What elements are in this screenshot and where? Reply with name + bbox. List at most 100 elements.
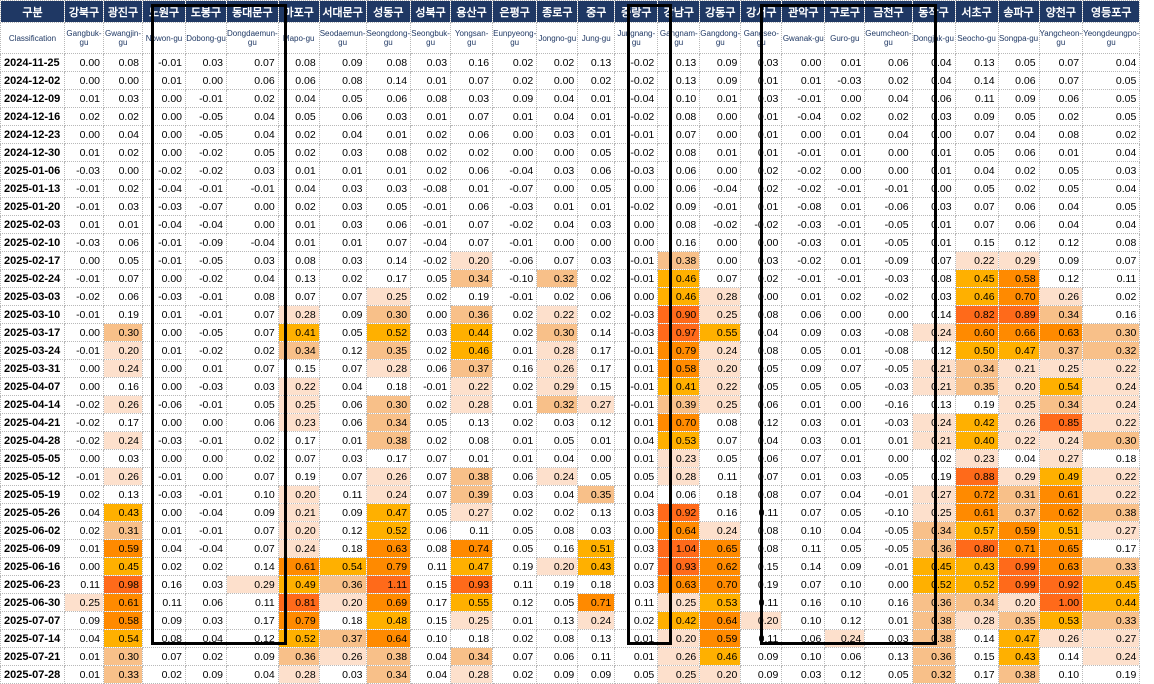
change-value-cell: 0.03 — [781, 413, 826, 432]
change-value-cell: 0.10 — [226, 485, 279, 504]
change-value-cell: 0.25 — [911, 503, 956, 522]
change-value-cell: 0.28 — [450, 665, 494, 684]
table-row: 2025-05-12 -0.01 0.26 -0.01 0.00 0.07 0.19 0.07… — [0, 467, 1141, 486]
change-value-cell: 0.19 — [740, 575, 783, 594]
change-value-cell: 0.12 — [577, 413, 616, 432]
change-value-cell: 0.64 — [699, 611, 742, 630]
change-value-cell: 0.06 — [657, 179, 701, 198]
change-value-cell: 0.09 — [142, 611, 186, 630]
change-value-cell: 0.07 — [365, 233, 412, 252]
table-row: 2025-02-17 0.00 0.05 -0.01 -0.05 0.03 0.08 0.03… — [0, 251, 1141, 270]
change-value-cell: 0.00 — [911, 179, 956, 198]
change-value-cell: 0.64 — [365, 629, 412, 648]
change-value-cell: 0.19 — [277, 467, 320, 486]
table-row: 2025-05-26 0.04 0.43 0.00 -0.04 0.09 0.21 0.09 0… — [0, 503, 1141, 522]
table-row: 2025-07-07 0.09 0.58 0.09 0.03 0.17 0.79 0.18 0.… — [0, 611, 1141, 630]
week-date-cell: 2025-07-28 — [0, 665, 65, 684]
table-row: 2025-02-10 -0.03 0.06 -0.01 -0.09 -0.04 0.01 0.… — [0, 233, 1141, 252]
change-value-cell: 0.72 — [954, 485, 999, 504]
change-value-cell: 0.02 — [536, 503, 579, 522]
week-date-cell: 2025-07-21 — [0, 647, 65, 666]
week-date-cell: 2025-06-23 — [0, 575, 65, 594]
change-value-cell: 0.01 — [365, 161, 412, 180]
change-value-cell: 0.02 — [911, 449, 956, 468]
change-value-cell: 0.03 — [614, 539, 659, 558]
change-value-cell: 0.03 — [781, 431, 826, 450]
change-value-cell: 0.06 — [997, 71, 1040, 90]
change-value-cell: 0.97 — [657, 323, 701, 342]
change-value-cell: 0.08 — [536, 521, 579, 540]
change-value-cell: 0.80 — [954, 539, 999, 558]
change-value-cell: 0.28 — [450, 395, 494, 414]
change-value-cell: 0.34 — [450, 647, 494, 666]
change-value-cell: 0.22 — [997, 431, 1040, 450]
change-value-cell: -0.02 — [740, 215, 783, 234]
header-district-kr: 양천구 — [1038, 0, 1084, 23]
change-value-cell: 0.69 — [365, 593, 412, 612]
change-value-cell: 0.09 — [740, 647, 783, 666]
change-value-cell: 0.01 — [492, 341, 538, 360]
change-value-cell: 0.08 — [277, 251, 320, 270]
header-district-en: Seongdong-gu — [365, 22, 412, 54]
change-value-cell: 0.14 — [954, 71, 999, 90]
change-value-cell: 0.05 — [536, 593, 579, 612]
change-value-cell: 0.24 — [1082, 647, 1141, 666]
change-value-cell: 0.02 — [142, 665, 186, 684]
change-value-cell: 0.03 — [410, 323, 452, 342]
change-value-cell: 0.07 — [450, 107, 494, 126]
change-value-cell: 0.08 — [740, 521, 783, 540]
change-value-cell: 0.03 — [185, 53, 227, 72]
change-value-cell: 0.08 — [365, 53, 412, 72]
change-value-cell: 0.04 — [1038, 197, 1084, 216]
change-value-cell: 0.06 — [450, 161, 494, 180]
change-value-cell: 0.51 — [1038, 521, 1084, 540]
change-value-cell: 0.39 — [450, 485, 494, 504]
change-value-cell: 0.18 — [365, 377, 412, 396]
change-value-cell: 0.45 — [911, 557, 956, 576]
change-value-cell: 0.03 — [318, 665, 367, 684]
change-value-cell: 0.03 — [185, 575, 227, 594]
change-value-cell: 0.06 — [997, 215, 1040, 234]
change-value-cell: 0.06 — [318, 395, 367, 414]
change-value-cell: 0.45 — [103, 557, 143, 576]
change-value-cell: 0.01 — [911, 215, 956, 234]
change-value-cell: 0.02 — [103, 143, 143, 162]
change-value-cell: 0.08 — [1082, 233, 1141, 252]
change-value-cell: 0.09 — [226, 503, 279, 522]
change-value-cell: -0.01 — [64, 269, 104, 288]
change-value-cell: 0.28 — [277, 305, 320, 324]
change-value-cell: -0.03 — [142, 197, 186, 216]
change-value-cell: 0.13 — [277, 269, 320, 288]
change-value-cell: 0.00 — [824, 89, 866, 108]
table-row: 2025-06-23 0.11 0.98 0.16 0.03 0.29 0.49 0.36 1.… — [0, 575, 1141, 594]
change-value-cell: 0.19 — [492, 557, 538, 576]
change-value-cell: 0.46 — [450, 341, 494, 360]
change-value-cell: 0.14 — [1038, 647, 1084, 666]
week-date-cell: 2025-06-09 — [0, 539, 65, 558]
change-value-cell: 0.59 — [997, 521, 1040, 540]
change-value-cell: -0.06 — [492, 251, 538, 270]
change-value-cell: 0.17 — [1082, 539, 1141, 558]
change-value-cell: 0.24 — [911, 323, 956, 342]
change-value-cell: 0.22 — [699, 377, 742, 396]
change-value-cell: 0.02 — [740, 179, 783, 198]
change-value-cell: 0.07 — [954, 215, 999, 234]
change-value-cell: 0.00 — [577, 449, 616, 468]
change-value-cell: 0.07 — [142, 647, 186, 666]
change-value-cell: 0.38 — [911, 629, 956, 648]
change-value-cell: 0.03 — [226, 377, 279, 396]
change-value-cell: 0.09 — [318, 503, 367, 522]
change-value-cell: 0.00 — [64, 53, 104, 72]
week-date-cell: 2024-12-16 — [0, 107, 65, 126]
change-value-cell: 0.00 — [492, 125, 538, 144]
change-value-cell: 0.12 — [1038, 269, 1084, 288]
table-row: 2025-05-19 0.02 0.13 -0.03 -0.01 0.10 0.20 0.11… — [0, 485, 1141, 504]
week-date-cell: 2025-01-06 — [0, 161, 65, 180]
change-value-cell: 0.07 — [226, 305, 279, 324]
table-row: 2025-06-30 0.25 0.61 0.11 0.06 0.11 0.81 0.20 0.… — [0, 593, 1141, 612]
change-value-cell: 0.34 — [450, 269, 494, 288]
change-value-cell: -0.03 — [614, 323, 659, 342]
change-value-cell: 0.19 — [103, 305, 143, 324]
week-date-cell: 2024-12-02 — [0, 71, 65, 90]
